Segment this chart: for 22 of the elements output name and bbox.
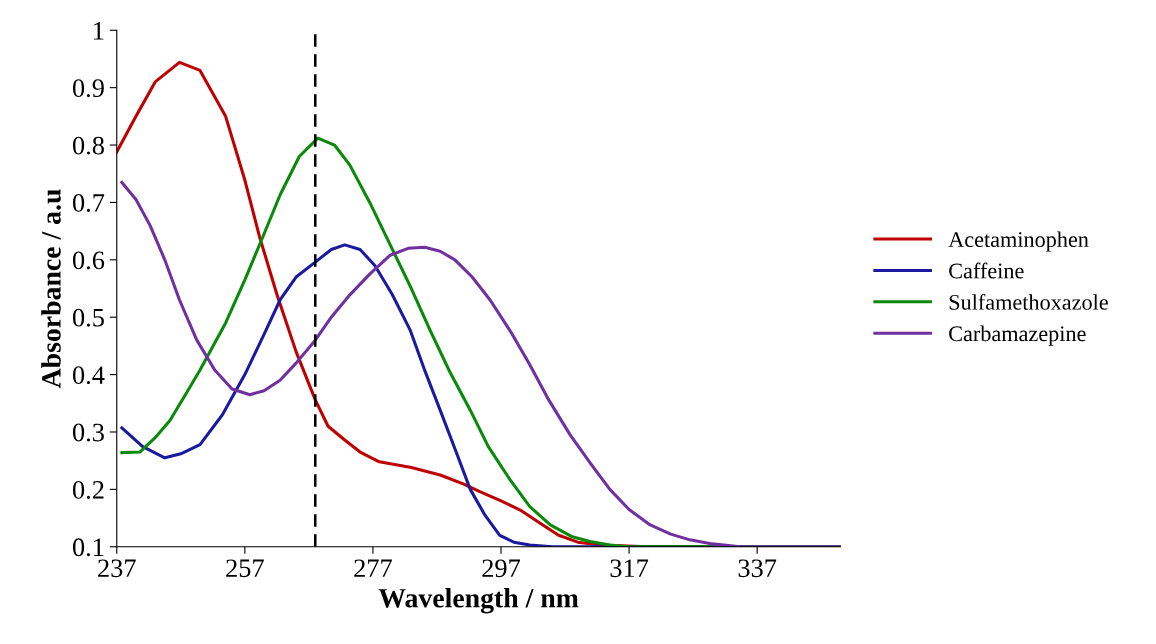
y-tick-label: 0.6 [72,251,105,270]
y-axis-title: Absorbance / a.u [41,189,61,389]
legend-label: Sulfamethoxazole [949,293,1108,310]
legend-label: Acetaminophen [948,231,1089,252]
y-tick-label: 0.2 [72,480,104,499]
x-tick-label: 257 [226,559,264,578]
x-tick-label: 337 [738,559,777,578]
y-tick-label: 1 [94,22,104,40]
y-tick-label: 0.5 [72,308,104,327]
x-axis-title: Wavelength / nm [378,588,579,614]
y-tick-label: 0.4 [72,366,105,385]
y-tick-label: 0.8 [72,136,104,155]
y-tick-label: 0.1 [72,538,104,557]
y-tick-label: 0.7 [72,194,105,212]
legend-label: Carbamazepine [949,325,1086,346]
x-tick-label: 317 [610,559,649,578]
x-tick-label: 237 [98,559,136,578]
x-tick-label: 277 [354,559,392,577]
y-tick-label: 0.9 [72,79,104,98]
x-tick-label: 297 [482,559,521,578]
legend-label: Caffeine [949,262,1024,279]
y-tick-label: 0.3 [72,423,104,442]
